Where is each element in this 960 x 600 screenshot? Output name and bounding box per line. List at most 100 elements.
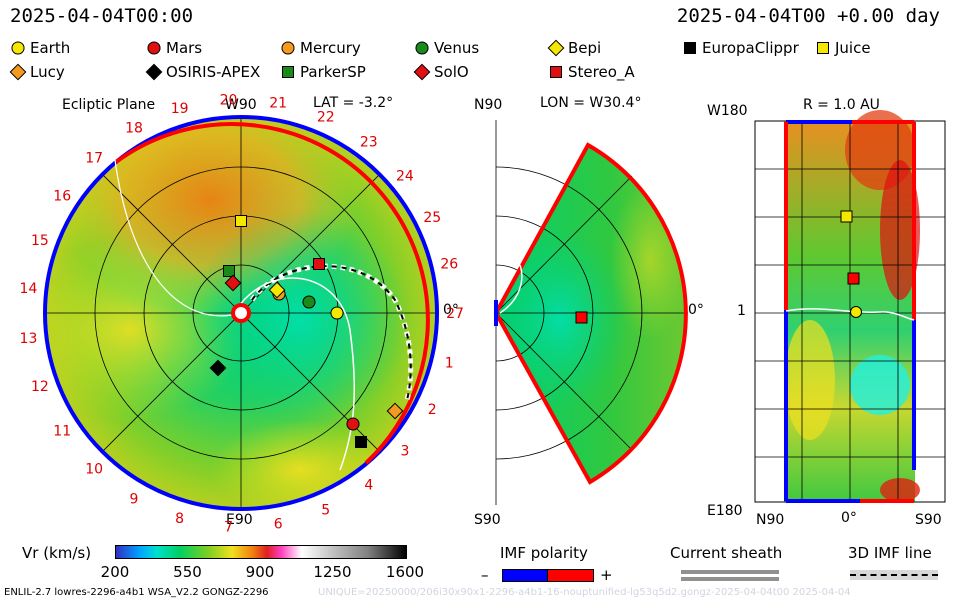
carrington-label-15: 15 [31, 233, 49, 249]
juice-legend-label: Juice [834, 39, 871, 57]
carrington-label-5: 5 [321, 502, 330, 518]
current-sheath-swatch-2 [681, 577, 779, 581]
carrington-label-24: 24 [396, 168, 414, 184]
juice-ecliptic-marker [235, 215, 247, 227]
venus-legend-label: Venus [434, 39, 479, 57]
spiral-field-line [114, 159, 242, 317]
heliospheric-current-sheet [249, 263, 414, 401]
carrington-label-16: 16 [53, 188, 71, 204]
europaclippr-legend-symbol [684, 42, 696, 54]
carrington-label-3: 3 [400, 444, 409, 460]
juice-legend-symbol [817, 42, 829, 54]
europaclippr-legend-label: EuropaClippr [702, 39, 800, 57]
carrington-label-25: 25 [423, 210, 441, 226]
radial-title: R = 1.0 AU [803, 97, 880, 113]
carrington-label-13: 13 [20, 331, 38, 347]
earth-radial-marker [850, 306, 862, 318]
lucy-legend-label: Lucy [30, 63, 65, 81]
carrington-label-10: 10 [85, 462, 103, 478]
mars-legend-label: Mars [166, 39, 202, 57]
radial-x-label-s90: S90 [915, 512, 942, 528]
bepi-legend-symbol [547, 39, 565, 57]
carrington-label-8: 8 [175, 511, 184, 527]
ecliptic-spacecraft-markers [209, 215, 404, 448]
stereo-a-meridional-marker [575, 311, 588, 324]
carrington-label-18: 18 [125, 121, 143, 137]
colorbar-label: Vr (km/s) [22, 544, 92, 562]
solo-legend-symbol [413, 63, 431, 81]
parkersp-legend-label: ParkerSP [300, 63, 366, 81]
meridional-bottom-label: S90 [474, 512, 501, 528]
ecliptic-top-label: W90 [225, 97, 257, 113]
stereo-a-ecliptic-marker [313, 258, 325, 270]
lucy-legend-symbol [9, 63, 27, 81]
mars-legend-symbol [147, 41, 161, 55]
colorbar-tick-1600: 1600 [386, 563, 424, 581]
venus-legend-symbol [415, 41, 429, 55]
mercury-legend-symbol [281, 41, 295, 55]
radial-mid-left-label: 1 [737, 303, 746, 319]
stereo-a-legend-label: Stereo_A [568, 63, 635, 82]
imf-polarity-title: IMF polarity [500, 544, 588, 562]
imf-plus: + [600, 566, 613, 584]
spacecraft-legend: Earth Mars Mercury Venus Bepi EuropaClippr Jui… [9, 39, 871, 82]
model-run-info: ENLIL-2.7 lowres-2296-a4b1 WSA_V2.2 GONG… [4, 587, 269, 598]
radial-current-sheet [785, 308, 915, 321]
carrington-label-9: 9 [130, 491, 139, 507]
osiris-apex-ecliptic-marker [209, 359, 227, 377]
imf-positive-swatch [547, 569, 594, 582]
stereo-a-radial-marker [847, 272, 860, 285]
carrington-label-27: 27 [446, 306, 464, 322]
carrington-label-7: 7 [224, 520, 233, 536]
carrington-label-4: 4 [364, 478, 373, 494]
colorbar-tick-550: 550 [173, 563, 202, 581]
meridional-rim-red [493, 142, 688, 485]
carrington-label-12: 12 [31, 379, 49, 395]
juice-radial-marker [840, 210, 853, 223]
model-time-right: 2025-04-04T00 +0.00 day [676, 5, 940, 27]
run-id-watermark: UNIQUE=20250000/206i30x90x1-2296-a4b1-16… [318, 587, 851, 598]
current-sheath-swatch-1 [681, 570, 779, 574]
earth-legend-label: Earth [30, 39, 70, 57]
carrington-label-19: 19 [171, 101, 189, 117]
imf-minus: – [481, 566, 489, 584]
bepi-ecliptic-marker [268, 281, 286, 299]
current-sheath-title: Current sheath [670, 544, 783, 562]
parkersp-legend-symbol [282, 66, 294, 78]
model-time-left: 2025-04-04T00:00 [10, 5, 194, 27]
ecliptic-rim-red [114, 122, 430, 465]
ecliptic-title: Ecliptic Plane [62, 97, 156, 113]
solo-legend-label: SolO [434, 63, 469, 81]
carrington-label-1: 1 [445, 355, 454, 371]
ecliptic-right-label: 0° [443, 302, 459, 318]
colorbar-tick-200: 200 [101, 563, 130, 581]
parkersp-ecliptic-marker [223, 265, 235, 277]
carrington-label-14: 14 [20, 281, 38, 297]
lucy-ecliptic-marker [386, 402, 404, 420]
bepi-legend-label: Bepi [568, 39, 601, 57]
radial-bottom-left-label: E180 [707, 503, 743, 519]
carrington-label-26: 26 [440, 257, 458, 273]
imf-negative-swatch [502, 569, 549, 582]
carrington-label-6: 6 [274, 517, 283, 533]
earth-legend-symbol [11, 41, 25, 55]
osiris-apex-legend-symbol [145, 63, 163, 81]
radial-top-left-label: W180 [707, 103, 748, 119]
osiris-apex-legend-label: OSIRIS-APEX [166, 63, 260, 81]
carrington-label-23: 23 [360, 134, 378, 150]
carrington-label-2: 2 [428, 402, 437, 418]
solo-ecliptic-marker [224, 274, 242, 292]
radial-x-label-n90: N90 [756, 512, 785, 528]
imf-3d-title: 3D IMF line [848, 544, 932, 562]
europaclippr-ecliptic-marker [355, 436, 367, 448]
meridional-spoke [495, 312, 633, 451]
meridional-right-label: 0° [688, 302, 704, 318]
ecliptic-bottom-label: E90 [226, 512, 253, 528]
colorbar-ticks: 200 550 900 1250 1600 [101, 563, 424, 581]
carrington-label-22: 22 [317, 110, 335, 126]
venus-ecliptic-marker [302, 295, 316, 309]
carrington-label-17: 17 [85, 150, 103, 166]
mars-ecliptic-marker [346, 417, 360, 431]
